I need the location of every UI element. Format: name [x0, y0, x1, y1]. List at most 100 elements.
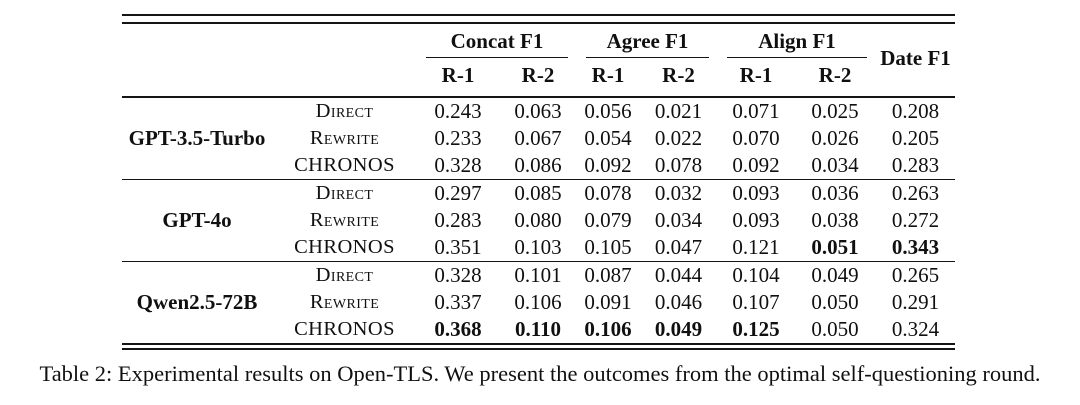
table-header: Concat F1 Agree F1 Align F1 Date F1 R-1 … — [122, 24, 956, 97]
value-cell: 0.063 — [514, 99, 562, 123]
subcolumn-header-r2: R-2 — [521, 63, 555, 87]
value-cell: 0.328 — [434, 263, 482, 287]
value-cell: 0.233 — [434, 126, 482, 150]
method-label: Rewrite — [309, 209, 380, 231]
column-group-label: Agree F1 — [586, 24, 710, 58]
model-name: GPT-4o — [162, 208, 232, 232]
table-row: Qwen2.5-72B Direct 0.328 0.101 0.087 0.044 0.1… — [122, 262, 955, 314]
value-cell: 0.049 — [811, 263, 859, 287]
value-cell: 0.368 — [434, 317, 482, 341]
value-cell: 0.078 — [584, 181, 632, 205]
results-table: Concat F1 Agree F1 Align F1 Date F1 R-1 … — [122, 24, 956, 344]
value-cell: 0.121 — [732, 235, 780, 259]
value-cell: 0.283 — [891, 153, 940, 177]
value-cell: 0.022 — [654, 126, 703, 150]
value-cell: 0.080 — [514, 208, 562, 232]
value-cell: 0.087 — [584, 263, 632, 287]
column-group-concat-f1: Concat F1 — [417, 24, 577, 58]
value-cell: 0.092 — [732, 153, 780, 177]
value-cell: 0.351 — [434, 235, 482, 259]
model-name: GPT-3.5-Turbo — [128, 126, 266, 150]
value-cell: 0.283 — [434, 208, 482, 232]
value-cell: 0.328 — [434, 153, 482, 177]
value-cell: 0.070 — [732, 126, 780, 150]
value-cell: 0.032 — [654, 181, 703, 205]
value-cell: 0.034 — [811, 153, 859, 177]
value-cell: 0.110 — [514, 317, 562, 341]
value-cell: 0.106 — [584, 317, 632, 341]
subcolumn-header-r1: R-1 — [739, 63, 773, 87]
value-cell: 0.092 — [584, 153, 632, 177]
value-cell: 0.078 — [654, 153, 703, 177]
value-cell: 0.047 — [654, 235, 703, 259]
value-cell: 0.021 — [654, 99, 703, 123]
model-name: Qwen2.5-72B — [136, 290, 258, 314]
value-cell: 0.337 — [434, 290, 482, 314]
table-row: CHRONOS 0.328 0.086 0.092 0.078 0.092 0.034 0.2… — [122, 152, 955, 180]
model-group: Qwen2.5-72B Direct 0.328 0.101 0.087 0.044 0.1… — [122, 261, 956, 344]
value-cell: 0.071 — [732, 99, 780, 123]
table-row: Rewrite 0.233 0.067 0.054 0.022 0.070 0.026 0.2… — [122, 125, 955, 152]
value-cell: 0.101 — [514, 263, 562, 287]
value-cell: 0.105 — [584, 235, 632, 259]
subcolumn-header-r1: R-1 — [441, 63, 475, 87]
method-label: CHRONOS — [294, 236, 395, 258]
table-row: Rewrite 0.337 0.106 0.091 0.046 0.107 0.050 0.2… — [122, 289, 955, 316]
value-cell: 0.085 — [514, 181, 562, 205]
method-label: Direct — [315, 264, 374, 286]
value-cell: 0.107 — [732, 290, 780, 314]
table-caption: Table 2: Experimental results on Open-TL… — [39, 361, 1041, 386]
value-cell: 0.025 — [811, 99, 859, 123]
value-cell: 0.103 — [514, 235, 562, 259]
value-cell: 0.263 — [891, 181, 940, 205]
value-cell: 0.272 — [891, 208, 940, 232]
column-group-label: Concat F1 — [426, 24, 568, 58]
value-cell: 0.049 — [654, 317, 703, 341]
method-label: CHRONOS — [294, 318, 395, 340]
value-cell: 0.044 — [654, 263, 703, 287]
subcolumn-header-r2: R-2 — [818, 63, 852, 87]
value-cell: 0.125 — [732, 317, 780, 341]
method-label: Rewrite — [309, 291, 380, 313]
value-cell: 0.208 — [891, 99, 940, 123]
value-cell: 0.091 — [584, 290, 632, 314]
table-row: CHRONOS 0.368 0.110 0.106 0.049 0.125 0.050 0.3… — [122, 316, 955, 343]
method-label: CHRONOS — [294, 154, 395, 176]
column-group-label: Align F1 — [727, 24, 868, 58]
value-cell: 0.079 — [584, 208, 632, 232]
value-cell: 0.104 — [732, 263, 780, 287]
value-cell: 0.050 — [811, 317, 859, 341]
value-cell: 0.054 — [584, 126, 632, 150]
value-cell: 0.034 — [654, 208, 703, 232]
model-group: GPT-3.5-Turbo Direct 0.243 0.063 0.056 0.021 0… — [122, 97, 955, 180]
value-cell: 0.343 — [891, 235, 940, 259]
value-cell: 0.038 — [811, 208, 859, 232]
value-cell: 0.205 — [891, 126, 940, 150]
value-cell: 0.067 — [514, 126, 562, 150]
value-cell: 0.324 — [891, 317, 940, 341]
table-row: Rewrite 0.283 0.080 0.079 0.034 0.093 0.038 0.2… — [122, 207, 955, 234]
column-header-date-f1: Date F1 — [880, 45, 951, 70]
value-cell: 0.046 — [654, 290, 703, 314]
value-cell: 0.050 — [811, 290, 859, 314]
subcolumn-header-r1: R-1 — [591, 63, 625, 87]
value-cell: 0.297 — [434, 181, 482, 205]
method-label: Rewrite — [309, 127, 380, 149]
subcolumn-header-r2: R-2 — [662, 63, 695, 87]
table-row: GPT-3.5-Turbo Direct 0.243 0.063 0.056 0.021 0… — [122, 97, 955, 150]
value-cell: 0.026 — [811, 126, 859, 150]
results-table-block: Concat F1 Agree F1 Align F1 Date F1 R-1 … — [122, 14, 956, 350]
method-label: Direct — [315, 100, 374, 122]
value-cell: 0.291 — [891, 290, 940, 314]
table-top-rule — [122, 14, 955, 24]
value-cell: 0.093 — [732, 208, 780, 232]
table-bottom-rule — [122, 343, 955, 350]
value-cell: 0.093 — [732, 181, 780, 205]
value-cell: 0.056 — [584, 99, 632, 123]
value-cell: 0.265 — [891, 263, 940, 287]
column-group-align-f1: Align F1 — [718, 24, 876, 58]
value-cell: 0.106 — [514, 290, 562, 314]
value-cell: 0.036 — [811, 181, 859, 205]
method-label: Direct — [315, 182, 374, 204]
